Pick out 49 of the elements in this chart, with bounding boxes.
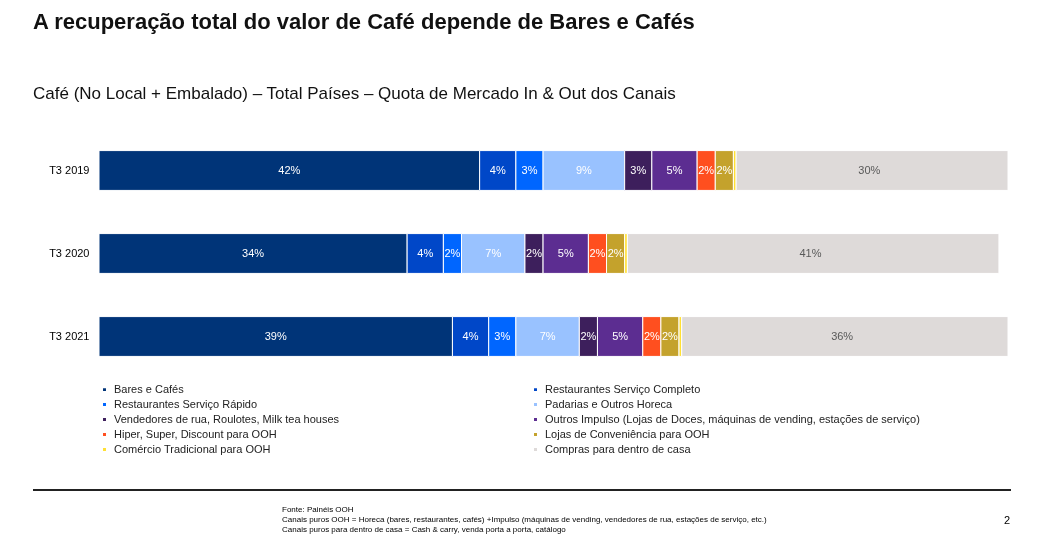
legend-label: Lojas de Conveniência para OOH xyxy=(545,427,710,440)
data-label: 5% xyxy=(612,329,629,342)
data-label: 7% xyxy=(485,246,502,259)
bar xyxy=(626,233,1000,274)
bar xyxy=(681,316,1009,357)
data-label: 2% xyxy=(526,246,543,259)
legend-label: Compras para dentro de casa xyxy=(545,442,692,455)
data-label: 42% xyxy=(278,163,301,176)
data-label: 3% xyxy=(494,329,511,342)
data-label: 3% xyxy=(521,163,538,176)
data-label: 5% xyxy=(557,246,574,259)
data-label: 2% xyxy=(589,246,606,259)
legend-label: Hiper, Super, Discount para OOH xyxy=(114,427,277,440)
legend-label: Vendedores de rua, Roulotes, Milk tea houses xyxy=(114,412,340,425)
source-note: Fonte: Painéis OOH xyxy=(282,505,355,515)
data-label: 9% xyxy=(575,163,593,176)
legend-label: Bares e Cafés xyxy=(114,382,185,395)
data-label: 36% xyxy=(831,329,854,342)
text: Canais puros para dentro de casa = Cash & carry, venda porta a porta, catálogo xyxy=(282,525,567,535)
data-label: 2% xyxy=(698,163,715,176)
data-label: 2% xyxy=(662,329,679,342)
data-label: 41% xyxy=(799,246,822,259)
legend-label: Restaurantes Serviço Rápido xyxy=(114,397,258,410)
bar xyxy=(735,150,1009,191)
legend-label: Padarias e Outros Horeca xyxy=(545,397,674,410)
data-label: 34% xyxy=(242,246,265,259)
data-label: 39% xyxy=(264,329,287,342)
data-label: 4% xyxy=(489,163,506,176)
data-label: 2% xyxy=(580,329,597,342)
legend-label: Restaurantes Serviço Completo xyxy=(545,382,701,395)
data-label: 30% xyxy=(858,163,881,176)
y-tick-label: T3 2021 xyxy=(49,329,90,342)
text: 2 xyxy=(1004,514,1011,526)
legend-label: Outros Impulso (Lojas de Doces, máquinas de vending, estações de serviço) xyxy=(545,412,920,425)
data-label: 4% xyxy=(417,246,434,259)
data-label: 2% xyxy=(607,246,624,259)
text: Canais puros OOH = Horeca (bares, restaurantes, cafés) +Impulso (máquinas de vending, vendedores de rua, estações de serviço, etc.) xyxy=(282,515,767,525)
y-tick-label: T3 2019 xyxy=(49,163,90,176)
legend-label: Comércio Tradicional para OOH xyxy=(114,442,271,455)
chart-subtitle: Café (No Local + Embalado) – Total Países – Quota de Mercado In & Out dos Canais xyxy=(33,84,676,103)
data-label: 2% xyxy=(444,246,461,259)
data-label: 2% xyxy=(716,163,733,176)
data-label: 3% xyxy=(630,163,647,176)
chart-title: A recuperação total do valor de Café depende de Bares e Cafés xyxy=(33,9,695,34)
data-label: 5% xyxy=(666,163,683,176)
y-tick-label: T3 2020 xyxy=(49,246,90,259)
data-label: 7% xyxy=(539,329,556,342)
data-label: 2% xyxy=(643,329,660,342)
data-label: 4% xyxy=(462,329,479,342)
